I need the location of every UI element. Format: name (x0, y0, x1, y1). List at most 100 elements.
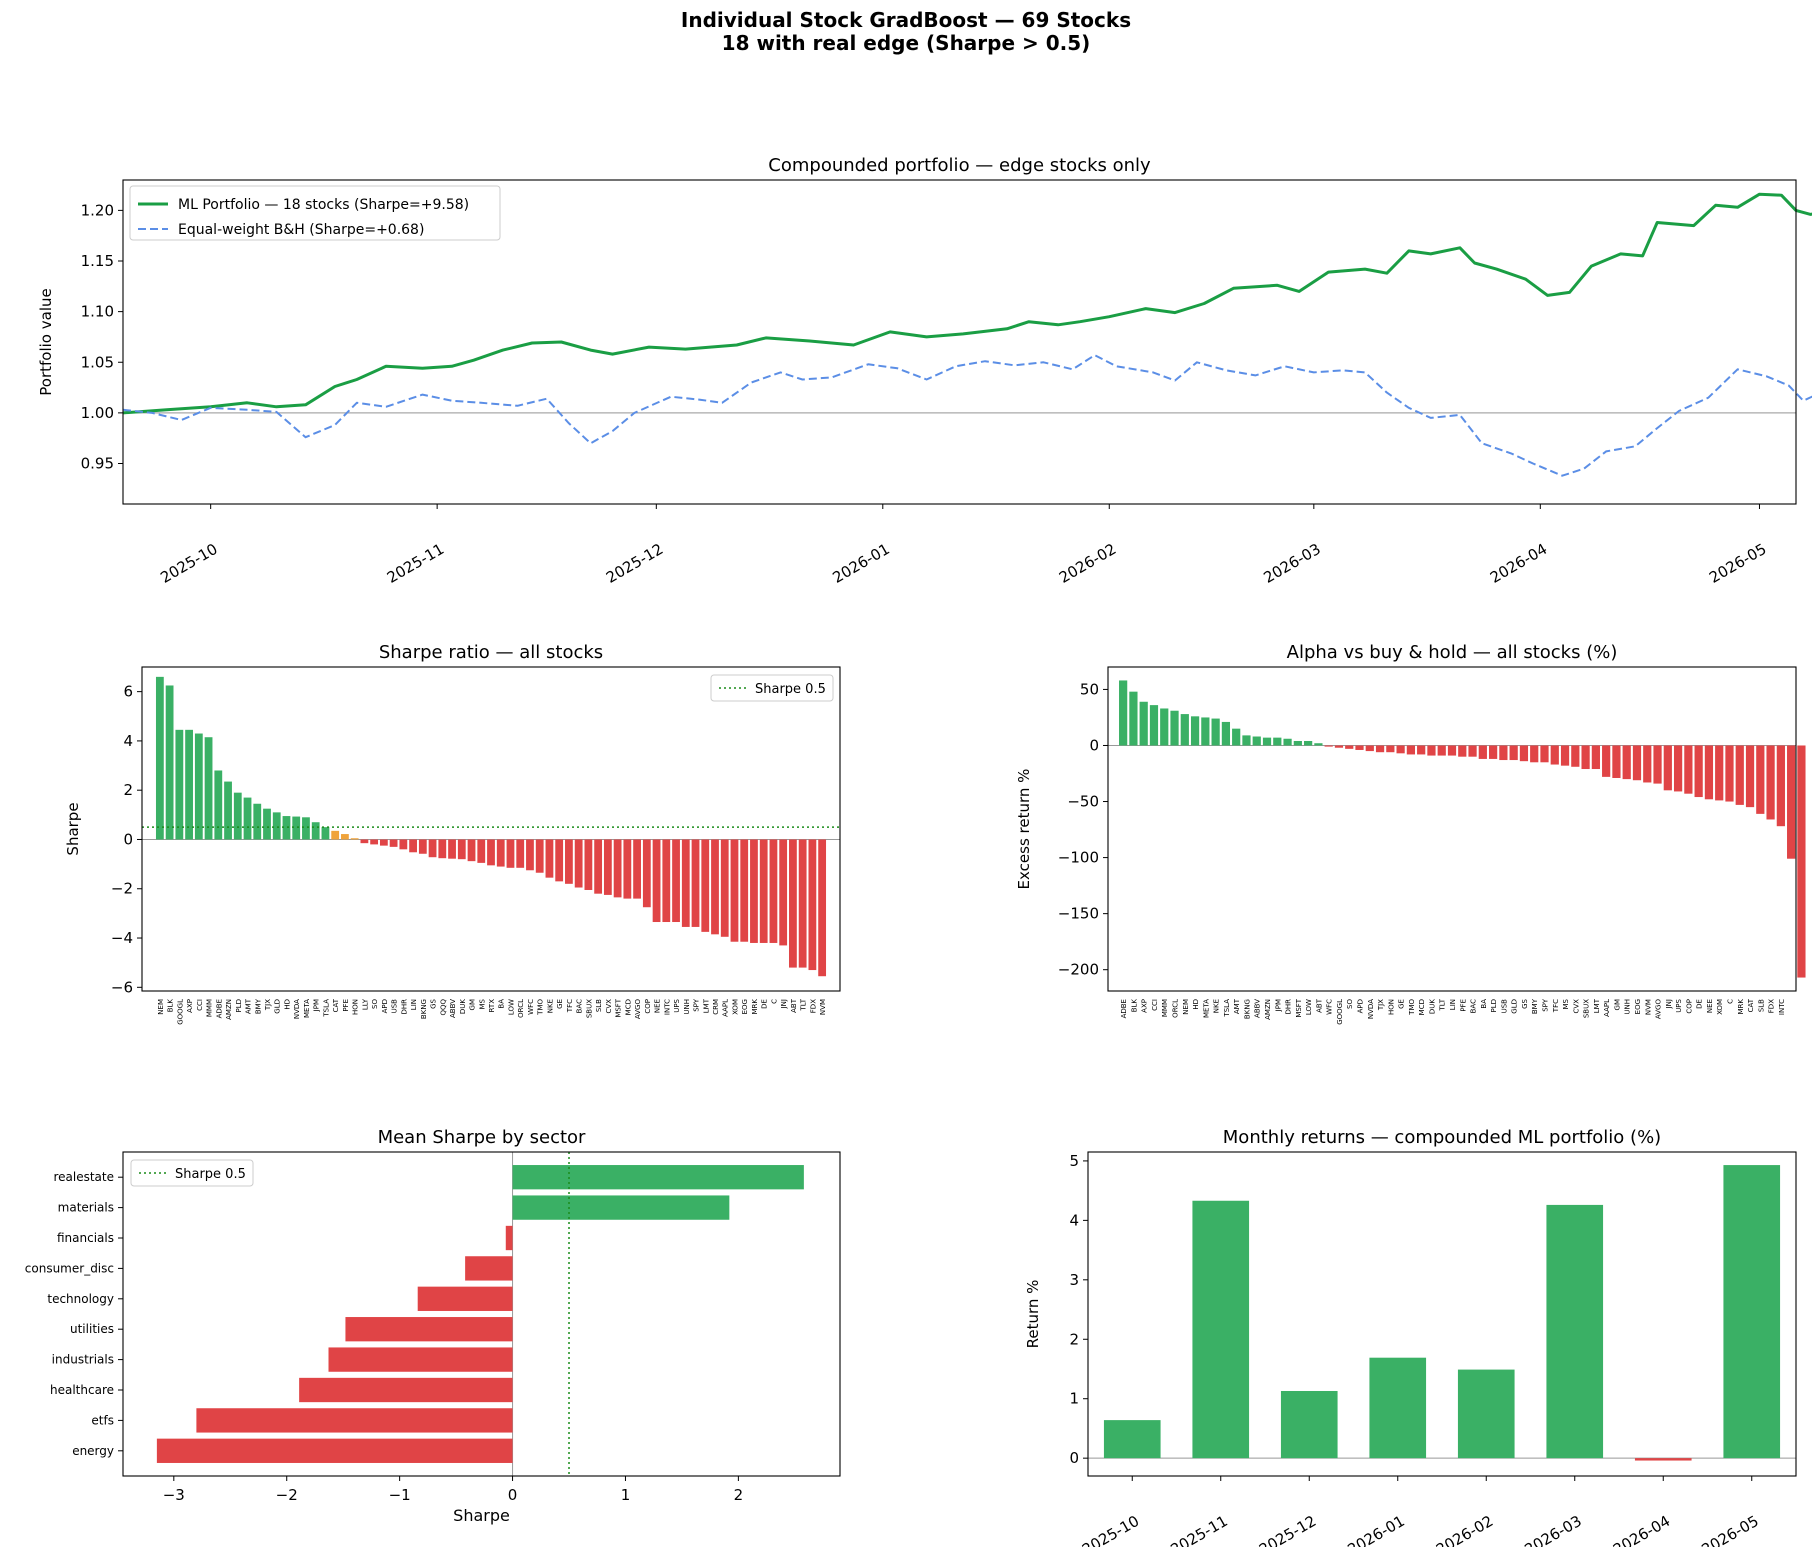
x-tick-label: CCI (1151, 999, 1159, 1011)
x-tick-label: C (1726, 999, 1734, 1004)
x-tick-label: HON (1387, 999, 1395, 1015)
bar (1293, 740, 1302, 746)
x-tick-label: 2025-10 (1079, 1512, 1142, 1547)
x-tick-label: BAC (1470, 999, 1478, 1013)
y-tick-label: 1.20 (81, 201, 114, 219)
x-tick-label: NKE (546, 999, 554, 1013)
x-tick-label: 2 (734, 1486, 744, 1504)
x-tick-label: TFC (1552, 999, 1560, 1013)
bar (1242, 735, 1251, 746)
x-tick-label: USB (1500, 999, 1508, 1014)
x-tick-label: DUK (1428, 999, 1436, 1015)
bar (623, 839, 632, 899)
figure-title: Individual Stock GradBoost — 69 Stocks (680, 8, 1132, 32)
x-tick-label: NVM (1644, 999, 1652, 1015)
x-tick-label: CAT (332, 998, 340, 1012)
y-tick-label: −6 (111, 978, 133, 996)
legend-box (129, 185, 501, 241)
bar (1139, 701, 1148, 746)
bar (1427, 745, 1436, 756)
x-tick-label: UPS (673, 998, 681, 1012)
x-tick-label: WFC (527, 999, 535, 1015)
bar (1653, 745, 1662, 784)
axes-frame (122, 179, 1797, 505)
bar (555, 839, 564, 882)
chart-title: Alpha vs buy & hold — all stocks (%) (1287, 642, 1618, 663)
bar (512, 1165, 804, 1190)
bar (1170, 710, 1179, 746)
x-tick-label: COP (1685, 999, 1693, 1014)
x-tick-label: AXP (186, 999, 194, 1013)
x-tick-label: MCD (624, 999, 632, 1015)
x-tick-label: NEM (1182, 999, 1190, 1015)
bar (467, 839, 476, 862)
bar (1355, 745, 1364, 750)
bar (204, 737, 213, 840)
y-axis-label: Return % (1024, 1280, 1042, 1349)
x-tick-label: 0 (508, 1486, 518, 1504)
y-tick-label: −200 (1058, 961, 1099, 979)
bar (1546, 1204, 1604, 1459)
x-tick-label: USB (391, 999, 399, 1014)
bar (1334, 745, 1344, 748)
x-tick-label: 2025-12 (603, 540, 666, 587)
x-tick-label: 2025-10 (157, 540, 220, 587)
bar (1252, 736, 1261, 746)
bar (1211, 718, 1220, 746)
x-tick-label: 2026-05 (1706, 540, 1769, 587)
chart-title: Sharpe ratio — all stocks (379, 642, 603, 663)
bar (438, 839, 447, 859)
x-tick-label: SPY (1541, 998, 1549, 1012)
y-tick-label: industrials (52, 1353, 114, 1367)
bar (1314, 743, 1323, 746)
bar (1725, 745, 1734, 802)
bar (350, 838, 359, 840)
bar (506, 839, 515, 868)
bar (818, 839, 827, 977)
bar (409, 839, 417, 853)
y-tick-label: 0 (123, 830, 133, 848)
y-tick-label: 0.95 (81, 455, 114, 473)
bar (253, 803, 262, 840)
axes-frame (1107, 666, 1797, 992)
bar (633, 839, 641, 899)
x-tick-label: MS (1562, 998, 1570, 1009)
y-tick-label: 2 (123, 781, 133, 799)
bar (1457, 1369, 1515, 1459)
bar (1262, 737, 1272, 746)
x-tick-label: TMO (1408, 999, 1416, 1016)
bar (1365, 745, 1374, 752)
y-tick-label: 0 (1089, 736, 1099, 754)
y-tick-label: utilities (70, 1322, 114, 1336)
x-tick-label: MRK (751, 999, 759, 1015)
y-tick-label: 0 (1069, 1449, 1079, 1467)
bar (526, 839, 534, 871)
x-tick-label: TFC (566, 999, 574, 1013)
x-tick-label: 2026-01 (830, 540, 893, 587)
x-tick-label: EOG (1634, 999, 1642, 1014)
y-tick-label: energy (72, 1444, 114, 1458)
bar (370, 839, 379, 845)
axes-frame (141, 666, 841, 992)
y-tick-label: −150 (1058, 905, 1099, 923)
bar (487, 839, 495, 866)
bar (1273, 737, 1282, 746)
x-tick-label: CVX (605, 999, 613, 1014)
x-tick-label: 2026-02 (1056, 540, 1119, 587)
legend-label: Sharpe 0.5 (755, 682, 826, 697)
y-axis-label: Portfolio value (37, 288, 55, 395)
y-tick-label: 50 (1080, 680, 1099, 698)
x-tick-label: AXP (1141, 999, 1149, 1013)
x-tick-label: ORCL (1172, 999, 1180, 1018)
y-tick-label: −4 (111, 929, 133, 947)
x-tick-label: BA (498, 999, 506, 1009)
x-tick-label: PLD (235, 999, 243, 1013)
x-tick-label: HON (352, 999, 360, 1015)
x-tick-label: 2025-11 (1167, 1512, 1230, 1547)
bar (1797, 745, 1806, 978)
x-tick-label: DE (1696, 999, 1704, 1009)
bar (428, 839, 437, 858)
bar (1221, 721, 1231, 746)
bar (1201, 717, 1210, 746)
bar (1149, 705, 1159, 746)
